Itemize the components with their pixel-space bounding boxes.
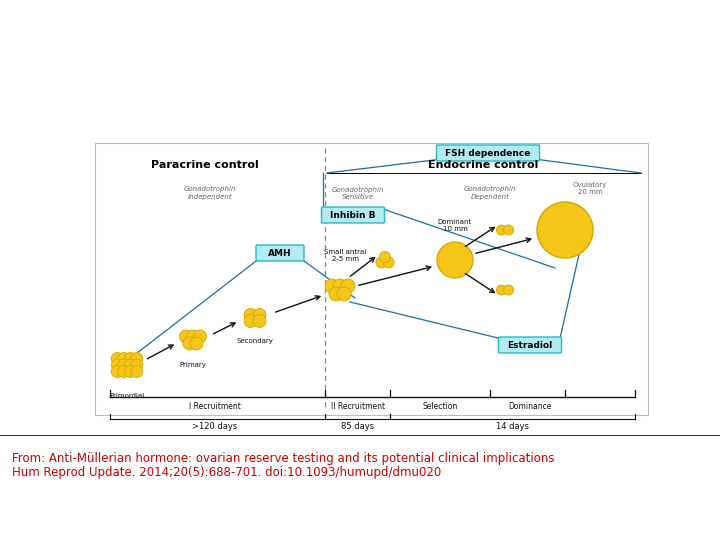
Circle shape: [118, 353, 130, 364]
Circle shape: [179, 330, 192, 343]
Circle shape: [333, 279, 347, 293]
Text: Gonadotrophin
Sensitive: Gonadotrophin Sensitive: [332, 186, 384, 200]
Circle shape: [253, 314, 266, 327]
Circle shape: [112, 366, 123, 377]
Circle shape: [183, 337, 196, 350]
Text: Inhibin B: Inhibin B: [330, 211, 376, 219]
Circle shape: [244, 314, 257, 327]
Circle shape: [131, 366, 143, 377]
FancyBboxPatch shape: [95, 143, 648, 415]
Circle shape: [503, 225, 513, 235]
Circle shape: [118, 366, 130, 377]
Text: 14 days: 14 days: [495, 422, 528, 431]
Circle shape: [244, 308, 257, 321]
Circle shape: [329, 287, 343, 301]
Circle shape: [503, 285, 513, 295]
Circle shape: [376, 257, 387, 268]
FancyBboxPatch shape: [322, 207, 384, 223]
Text: 85 days: 85 days: [341, 422, 374, 431]
Circle shape: [337, 287, 351, 301]
Circle shape: [496, 285, 506, 295]
Circle shape: [537, 202, 593, 258]
Text: Gonadotrophin
Independent: Gonadotrophin Independent: [184, 186, 236, 200]
Text: I Recruitment: I Recruitment: [189, 402, 241, 411]
FancyBboxPatch shape: [436, 145, 539, 161]
Text: Small antral
2-5 mm: Small antral 2-5 mm: [324, 249, 366, 262]
Text: Selection: Selection: [423, 402, 458, 411]
FancyBboxPatch shape: [498, 337, 562, 353]
Text: >120 days: >120 days: [192, 422, 238, 431]
Text: Paracrine control: Paracrine control: [151, 160, 259, 170]
Circle shape: [131, 353, 143, 364]
Text: Secondary: Secondary: [237, 338, 274, 344]
Circle shape: [496, 225, 506, 235]
Text: Estradiol: Estradiol: [508, 341, 553, 349]
Text: II Recruitment: II Recruitment: [331, 402, 385, 411]
Circle shape: [125, 353, 136, 364]
Text: Hum Reprod Update. 2014;20(5):688-701. doi:10.1093/humupd/dmu020: Hum Reprod Update. 2014;20(5):688-701. d…: [12, 466, 441, 479]
Circle shape: [190, 337, 203, 350]
Circle shape: [325, 279, 339, 293]
Text: Primary: Primary: [179, 362, 207, 368]
Text: Endocrine control: Endocrine control: [428, 160, 538, 170]
Circle shape: [125, 359, 136, 371]
Text: Dominant
10 mm: Dominant 10 mm: [438, 219, 472, 232]
Circle shape: [118, 359, 130, 371]
Circle shape: [379, 252, 390, 262]
Text: Dominance: Dominance: [508, 402, 552, 411]
Circle shape: [186, 330, 199, 343]
Circle shape: [194, 330, 207, 343]
Circle shape: [131, 359, 143, 371]
Circle shape: [341, 279, 355, 293]
Text: Ovulatory
20 mm: Ovulatory 20 mm: [573, 181, 607, 194]
Circle shape: [437, 242, 473, 278]
Circle shape: [253, 308, 266, 321]
FancyBboxPatch shape: [256, 245, 304, 261]
Text: From: Anti-Müllerian hormone: ovarian reserve testing and its potential clinical: From: Anti-Müllerian hormone: ovarian re…: [12, 452, 554, 465]
Text: FSH dependence: FSH dependence: [445, 148, 531, 158]
Circle shape: [125, 366, 136, 377]
Circle shape: [112, 353, 123, 364]
Circle shape: [112, 359, 123, 371]
Circle shape: [383, 257, 394, 268]
Text: AMH: AMH: [268, 248, 292, 258]
Text: Gonadotrophin
Dependent: Gonadotrophin Dependent: [464, 186, 516, 200]
Text: Primordial: Primordial: [109, 393, 145, 399]
